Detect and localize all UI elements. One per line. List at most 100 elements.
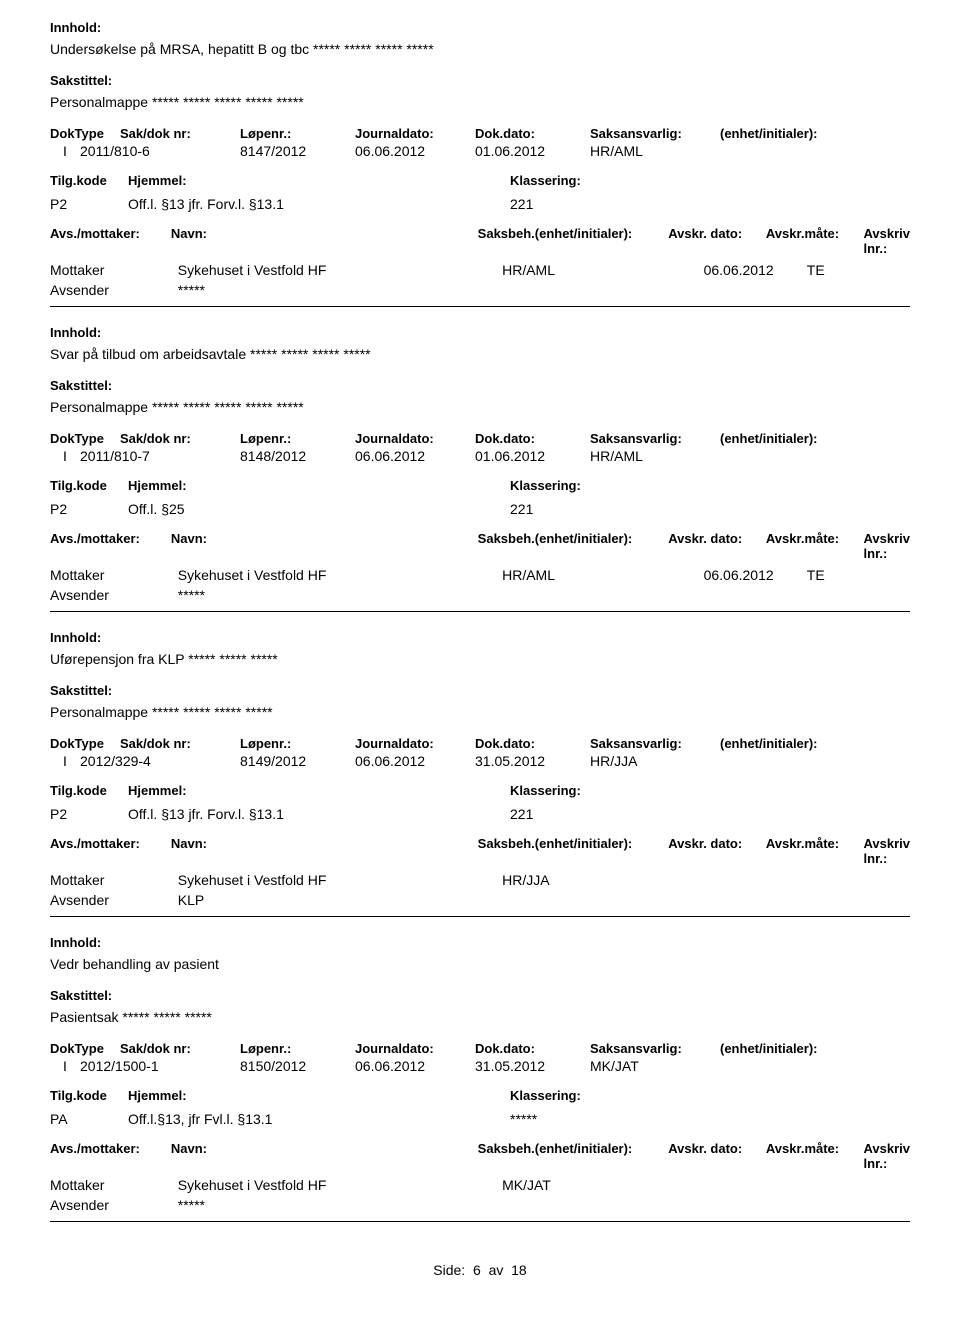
- parties-header-avskrmaate: Avskr.måte:: [766, 836, 864, 866]
- klassering-label: Klassering:: [510, 783, 910, 798]
- party-avskrdato: [704, 282, 807, 298]
- lopenr-value: 8148/2012: [240, 448, 355, 464]
- parties-header-navn: Navn:: [171, 531, 478, 561]
- av-label: av: [489, 1262, 504, 1278]
- doktype-value: I: [50, 448, 80, 464]
- klassering-value: *****: [510, 1111, 910, 1127]
- hjemmel-label: Hjemmel:: [128, 1088, 510, 1103]
- party-role: Mottaker: [50, 262, 178, 278]
- record-separator: [50, 1221, 910, 1222]
- saksansvarlig-value: MK/JAT: [590, 1058, 720, 1074]
- doktype-value: I: [50, 1058, 80, 1074]
- sakstittel-text: Personalmappe ***** ***** ***** ***** **…: [50, 94, 910, 110]
- party-navn: *****: [178, 1197, 502, 1213]
- total-pages: 18: [511, 1262, 527, 1278]
- tilgkode-label: Tilg.kode: [50, 173, 128, 188]
- party-avskrdato: [704, 892, 807, 908]
- journal-record: Innhold: Undersøkelse på MRSA, hepatitt B…: [50, 20, 910, 298]
- klassering-label: Klassering:: [510, 1088, 910, 1103]
- parties-header-navn: Navn:: [171, 836, 478, 866]
- journal-record: Innhold:Vedr behandling av pasientSaksti…: [50, 935, 910, 1213]
- klassering-label: Klassering:: [510, 478, 910, 493]
- party-saksbeh: HR/AML: [502, 567, 703, 583]
- klassering-value: 221: [510, 501, 910, 517]
- header-lopenr: Løpenr.:: [240, 126, 355, 141]
- party-avskrmaate: TE: [807, 567, 910, 583]
- party-avskrmaate: [807, 892, 910, 908]
- party-saksbeh: [502, 892, 703, 908]
- innhold-text: Undersøkelse på MRSA, hepatitt B og tbc …: [50, 41, 910, 57]
- sakstittel-label: Sakstittel:: [50, 73, 910, 88]
- metadata-header-row: DokTypeSak/dok nr:Løpenr.:Journaldato:Do…: [50, 431, 910, 446]
- innhold-text: Uførepensjon fra KLP ***** ***** *****: [50, 651, 910, 667]
- parties-header-avsmottaker: Avs./mottaker:: [50, 836, 171, 866]
- party-role: Avsender: [50, 892, 178, 908]
- lopenr-value: 8150/2012: [240, 1058, 355, 1074]
- header-doktype: DokType: [50, 126, 120, 141]
- parties-header-avskrdato: Avskr. dato:: [668, 836, 766, 866]
- party-row: MottakerSykehuset i Vestfold HFHR/AML06.…: [50, 567, 910, 583]
- parties-header-avskrivlnr: Avskriv lnr.:: [864, 1141, 911, 1171]
- parties-header-avskrmaate: Avskr.måte:: [766, 531, 864, 561]
- sakstittel-label: Sakstittel:: [50, 683, 910, 698]
- header-journaldato: Journaldato:: [355, 431, 475, 446]
- tilg-klass-header: Tilg.kodeHjemmel:Klassering:: [50, 1088, 910, 1109]
- tilg-klass-data: P2Off.l. §13 jfr. Forv.l. §13.1221: [50, 806, 910, 822]
- saksansvarlig-value: HR/AML: [590, 143, 720, 159]
- party-row: MottakerSykehuset i Vestfold HFMK/JAT: [50, 1177, 910, 1193]
- hjemmel-label: Hjemmel:: [128, 783, 510, 798]
- header-saksansvarlig: Saksansvarlig:: [590, 431, 720, 446]
- party-row: Avsender*****: [50, 587, 910, 603]
- innhold-label: Innhold:: [50, 935, 910, 950]
- tilgkode-value: P2: [50, 806, 128, 822]
- page-number: 6: [473, 1262, 481, 1278]
- header-saksansvarlig: Saksansvarlig:: [590, 1041, 720, 1056]
- tilgkode-value: P2: [50, 501, 128, 517]
- tilg-klass-data: PAOff.l.§13, jfr Fvl.l. §13.1*****: [50, 1111, 910, 1127]
- journaldato-value: 06.06.2012: [355, 448, 475, 464]
- journaldato-value: 06.06.2012: [355, 1058, 475, 1074]
- journal-record: Innhold:Svar på tilbud om arbeidsavtale …: [50, 325, 910, 603]
- dokdato-value: 01.06.2012: [475, 143, 590, 159]
- hjemmel-value: Off.l. §25: [128, 501, 510, 517]
- parties-header-avsmottaker: Avs./mottaker:: [50, 531, 171, 561]
- party-navn: KLP: [178, 892, 502, 908]
- dokdato-value: 01.06.2012: [475, 448, 590, 464]
- journaldato-value: 06.06.2012: [355, 143, 475, 159]
- party-avskrdato: [704, 1197, 807, 1213]
- parties-header-row: Avs./mottaker:Navn:Saksbeh.(enhet/initia…: [50, 226, 910, 256]
- parties-header-avskrmaate: Avskr.måte:: [766, 1141, 864, 1171]
- lopenr-value: 8147/2012: [240, 143, 355, 159]
- metadata-data-row: I2012/329-48149/201206.06.201231.05.2012…: [50, 753, 910, 769]
- party-avskrmaate: [807, 282, 910, 298]
- side-label: Side:: [433, 1262, 465, 1278]
- header-sakdok: Sak/dok nr:: [120, 431, 240, 446]
- header-doktype: DokType: [50, 431, 120, 446]
- saksansvarlig-value: HR/AML: [590, 448, 720, 464]
- tilgkode-label: Tilg.kode: [50, 1088, 128, 1103]
- metadata-data-row: I2011/810-78148/201206.06.201201.06.2012…: [50, 448, 910, 464]
- header-saksansvarlig: Saksansvarlig:: [590, 736, 720, 751]
- hjemmel-value: Off.l. §13 jfr. Forv.l. §13.1: [128, 806, 510, 822]
- header-journaldato: Journaldato:: [355, 736, 475, 751]
- header-lopenr: Løpenr.:: [240, 736, 355, 751]
- parties-header-navn: Navn:: [171, 1141, 478, 1171]
- party-saksbeh: MK/JAT: [502, 1177, 703, 1193]
- party-role: Mottaker: [50, 567, 178, 583]
- parties-header-avsmottaker: Avs./mottaker:: [50, 1141, 171, 1171]
- party-saksbeh: HR/AML: [502, 262, 703, 278]
- header-dokdato: Dok.dato:: [475, 1041, 590, 1056]
- metadata-header-row: DokTypeSak/dok nr:Løpenr.:Journaldato:Do…: [50, 126, 910, 141]
- parties-header-avsmottaker: Avs./mottaker:: [50, 226, 171, 256]
- parties-header-row: Avs./mottaker:Navn:Saksbeh.(enhet/initia…: [50, 836, 910, 866]
- party-avskrdato: 06.06.2012: [704, 262, 807, 278]
- party-row: Avsender*****: [50, 282, 910, 298]
- header-sakdok: Sak/dok nr:: [120, 1041, 240, 1056]
- parties-header-saksbeh: Saksbeh.(enhet/initialer):: [478, 1141, 669, 1171]
- sakdok-value: 2011/810-7: [80, 448, 240, 464]
- header-enhet: (enhet/initialer):: [720, 431, 910, 446]
- klassering-label: Klassering:: [510, 173, 910, 188]
- metadata-header-row: DokTypeSak/dok nr:Løpenr.:Journaldato:Do…: [50, 736, 910, 751]
- innhold-label: Innhold:: [50, 20, 910, 35]
- parties-header-avskrdato: Avskr. dato:: [668, 531, 766, 561]
